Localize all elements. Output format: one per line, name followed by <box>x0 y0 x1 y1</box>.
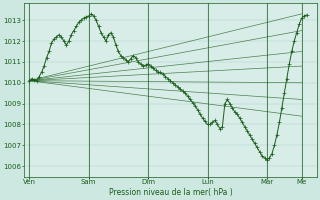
X-axis label: Pression niveau de la mer( hPa ): Pression niveau de la mer( hPa ) <box>108 188 232 197</box>
